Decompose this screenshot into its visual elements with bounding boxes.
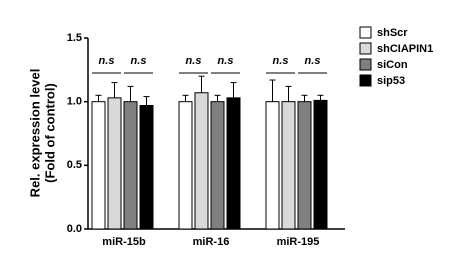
legend-swatch <box>359 26 372 39</box>
annotation: n.s <box>218 55 234 67</box>
bar <box>194 92 209 230</box>
bar <box>178 101 193 230</box>
bar <box>91 101 106 230</box>
y-axis-label: Rel. expression level <box>27 69 42 198</box>
bar <box>226 97 241 230</box>
legend-label: siCon <box>377 59 408 71</box>
x-tick-label: miR-195 <box>277 236 320 248</box>
legend-swatch <box>359 58 372 71</box>
legend-label: shScr <box>377 27 408 39</box>
annotation: n.s <box>273 55 289 67</box>
x-tick-label: miR-15b <box>102 236 146 248</box>
bar <box>297 101 312 230</box>
legend-swatch <box>359 42 372 55</box>
bar <box>281 101 296 230</box>
bar <box>107 97 122 230</box>
bar <box>123 101 138 230</box>
annotation: n.s <box>131 55 147 67</box>
bar <box>313 99 328 230</box>
legend-swatch <box>359 74 372 87</box>
y-axis-label: (Fold of control) <box>42 83 57 183</box>
legend-label: sip53 <box>377 75 405 87</box>
y-tick-label: 0.5 <box>67 159 82 171</box>
y-tick-label: 0.0 <box>67 223 82 235</box>
legend-label: shCIAPIN1 <box>377 43 433 55</box>
bar <box>139 104 154 230</box>
annotation: n.s <box>305 55 321 67</box>
bar <box>265 101 280 230</box>
bar <box>210 101 225 230</box>
y-tick-label: 1.5 <box>67 32 82 44</box>
y-tick-label: 1.0 <box>67 96 82 108</box>
x-tick-label: miR-16 <box>193 236 230 248</box>
annotation: n.s <box>99 55 115 67</box>
annotation: n.s <box>186 55 202 67</box>
